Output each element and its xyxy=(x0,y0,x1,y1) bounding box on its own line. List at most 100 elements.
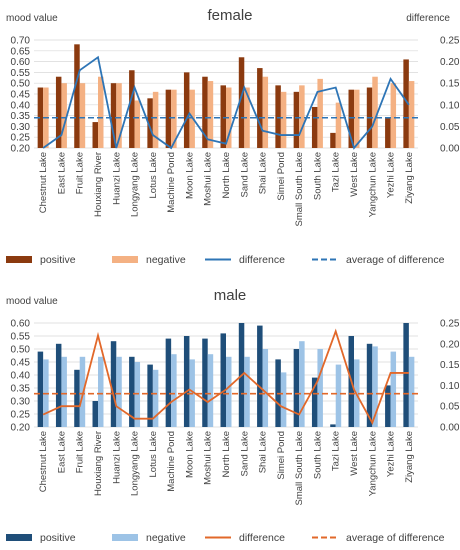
positive-bar xyxy=(257,68,263,148)
positive-bar xyxy=(129,356,135,427)
positive-bar xyxy=(385,385,391,427)
category-label: Fruit Lake xyxy=(75,152,86,194)
left-axis: 0.20 0.25 0.30 0.35 0.40 0.45 0.50 0.55 0.60 xyxy=(11,319,31,434)
category-label: Houxiang River xyxy=(93,431,104,496)
negative-bar xyxy=(280,372,287,427)
category-label: North Lake xyxy=(221,152,232,198)
negative-bar xyxy=(390,351,397,427)
left-axis: 0.200.250.300.350.400.450.500.550.600.65… xyxy=(11,36,31,155)
category-label: Longyang Lake xyxy=(130,152,141,217)
legend-swatch xyxy=(6,534,32,541)
legend: positive negative difference average of dif… xyxy=(6,532,445,544)
positive-bar xyxy=(129,70,135,148)
category-label: Yezhi Lake xyxy=(386,152,397,198)
male-chart: male mood value 0.20 0.25 0.30 0.35 0.40 0.45… xyxy=(6,287,460,544)
positive-bar xyxy=(110,83,117,148)
chart-title: female xyxy=(207,7,252,24)
category-label: Machine Pond xyxy=(166,152,177,213)
y-tick-label: 0.55 xyxy=(11,68,31,79)
category-label: Ziyang Lake xyxy=(404,431,415,483)
y2-tick-label: 0.15 xyxy=(440,360,460,371)
category-label: Fruit Lake xyxy=(75,431,86,473)
negative-bar xyxy=(390,83,397,148)
negative-bar xyxy=(207,81,214,148)
legend-swatch xyxy=(112,534,138,541)
y-tick-label: 0.45 xyxy=(11,358,31,369)
legend-label: average of difference xyxy=(346,254,445,266)
category-label: Small South Lake xyxy=(294,152,305,226)
positive-bar xyxy=(293,91,300,148)
difference-lines xyxy=(34,55,418,150)
difference-line xyxy=(42,328,409,426)
category-label: Houxiang River xyxy=(93,152,104,217)
y2-tick-label: 0.05 xyxy=(440,402,460,413)
positive-bar xyxy=(220,333,226,427)
category-label: Shai Lake xyxy=(258,152,269,194)
category-label: Sand Lake xyxy=(239,152,250,197)
category-label: Simei Pond xyxy=(276,431,287,480)
negative-bar xyxy=(61,83,67,148)
right-axis: 0.00 0.05 0.10 0.15 0.20 0.25 xyxy=(440,36,460,155)
category-label: Moon Lake xyxy=(184,431,195,478)
negative-bar xyxy=(408,356,415,427)
right-axis: 0.00 0.05 0.10 0.15 0.20 0.25 xyxy=(440,319,460,434)
positive-bar xyxy=(183,72,190,148)
category-axis: Chestnut Lake East Lake Fruit Lake Houxiang… xyxy=(38,431,415,505)
y-tick-label: 0.20 xyxy=(11,423,31,434)
negative-bar xyxy=(98,356,104,427)
negative-bar xyxy=(171,354,177,427)
category-label: Tazi Lake xyxy=(331,152,342,192)
category-label: West Lake xyxy=(349,152,360,197)
negative-bar xyxy=(226,356,232,427)
positive-bar xyxy=(403,59,409,148)
category-label: Simei Pond xyxy=(276,152,287,201)
negative-bar xyxy=(262,76,269,148)
negative-bar xyxy=(317,78,323,148)
y-tick-label: 0.35 xyxy=(11,384,31,395)
positive-bar xyxy=(55,76,62,148)
y2-tick-label: 0.25 xyxy=(440,36,460,47)
category-label: North Lake xyxy=(221,431,232,477)
y-tick-label: 0.40 xyxy=(11,100,31,111)
y-tick-label: 0.50 xyxy=(11,345,31,356)
positive-bar xyxy=(92,122,98,148)
negative-bar xyxy=(262,349,269,427)
negative-bar xyxy=(317,349,323,427)
legend-label: negative xyxy=(146,532,186,544)
y-tick-label: 0.25 xyxy=(11,133,31,144)
category-label: Huanzi Lake xyxy=(111,431,122,484)
negative-bar xyxy=(354,89,360,148)
category-label: East Lake xyxy=(56,431,67,473)
y2-tick-label: 0.00 xyxy=(440,423,460,434)
positive-bar xyxy=(275,85,281,148)
left-axis-label: mood value xyxy=(6,296,58,307)
category-label: Sand Lake xyxy=(239,431,250,476)
positive-bar xyxy=(293,349,300,427)
positive-bar xyxy=(110,341,117,427)
negative-bar xyxy=(207,354,214,427)
legend-label: negative xyxy=(146,254,186,266)
category-label: Yangchun Lake xyxy=(367,152,378,217)
difference-lines xyxy=(34,328,418,426)
legend-label: difference xyxy=(239,254,285,266)
category-label: Shai Lake xyxy=(258,431,269,473)
negative-bar xyxy=(152,91,159,148)
positive-bar xyxy=(92,401,98,427)
negative-bar xyxy=(372,346,378,427)
y2-tick-label: 0.15 xyxy=(440,79,460,90)
chart-title: male xyxy=(214,287,247,304)
y-tick-label: 0.20 xyxy=(11,144,31,155)
category-label: Huanzi Lake xyxy=(111,152,122,205)
y-tick-label: 0.70 xyxy=(11,36,31,47)
negative-bar xyxy=(408,81,415,148)
negative-bar xyxy=(152,369,159,427)
negative-bar xyxy=(299,85,305,148)
y-tick-label: 0.40 xyxy=(11,371,31,382)
negative-bar xyxy=(116,356,122,427)
category-label: West Lake xyxy=(349,431,360,476)
category-label: Lotus Lake xyxy=(148,152,159,198)
left-axis-label: mood value xyxy=(6,13,58,24)
legend-label: difference xyxy=(239,532,285,544)
negative-bar xyxy=(98,76,104,148)
